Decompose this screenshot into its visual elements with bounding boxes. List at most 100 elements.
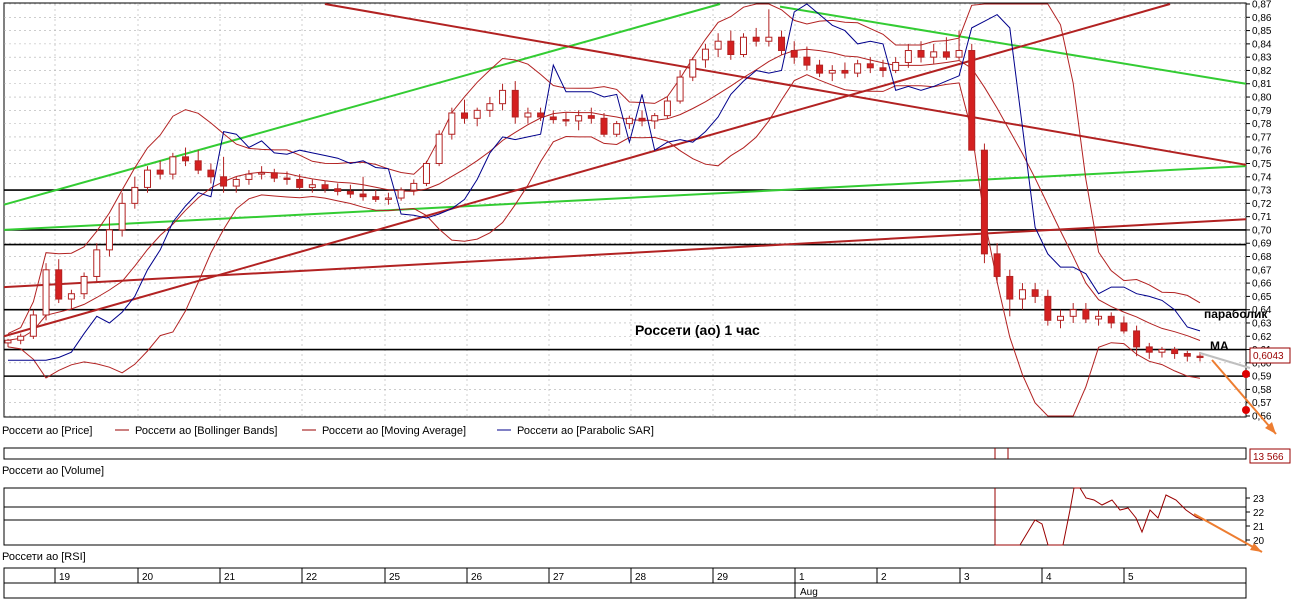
candle-up: [486, 103, 494, 111]
candle-down: [803, 56, 811, 66]
candle-down: [879, 67, 887, 71]
candle-down: [790, 50, 798, 58]
candle-down: [1171, 349, 1179, 355]
price-tick-label: 0,68: [1252, 252, 1272, 263]
candle-down: [1031, 289, 1039, 297]
candle-down: [1196, 355, 1204, 359]
ma-projection: [1199, 352, 1251, 369]
volume-value: 13 566: [1253, 452, 1284, 463]
candle-up: [397, 189, 405, 199]
candle-down: [866, 63, 874, 69]
candle-up: [1018, 289, 1026, 300]
volume-value-box: [1249, 448, 1291, 464]
candle-up: [105, 229, 113, 251]
price-tick-label: 0,73: [1252, 186, 1272, 197]
candle-down: [1044, 295, 1052, 321]
candle-down: [1133, 330, 1141, 348]
parabolic-annotation: параболик: [1204, 307, 1268, 321]
price-tick-label: 0,70: [1252, 225, 1272, 236]
candle-up: [625, 117, 633, 125]
bollinger-upper: [7, 3, 1201, 335]
price-panel: 0,87 0,86 0,85 0,84 0,83 0,82 0,81 0,80 0,79 0,78…: [3, 0, 1291, 435]
candle-up: [1095, 315, 1103, 320]
candle-down: [346, 190, 354, 195]
forecast-arrow: [1211, 359, 1277, 435]
price-tick-label: 0,66: [1252, 279, 1272, 290]
rsi-label: Россети ао [RSI]: [2, 551, 86, 563]
price-tick-label: 0,79: [1252, 106, 1272, 117]
price-tick-label: 0,59: [1252, 372, 1272, 383]
candle-up: [80, 275, 88, 295]
volume-label: Россети ао [Volume]: [2, 465, 104, 477]
rsi-panel: 23 22 21 20 Россети ао [RSI]: [2, 487, 1265, 563]
green-trendline: [3, 3, 721, 206]
rsi-forecast-arrow: [1193, 513, 1263, 553]
candle-down: [321, 184, 329, 190]
legend-item: Россети ао [Price]: [2, 425, 92, 437]
date-label: 22: [306, 572, 318, 583]
price-tick-label: 0,65: [1252, 292, 1272, 303]
candle-up: [828, 69, 836, 74]
date-label: 5: [1128, 572, 1134, 583]
candle-down: [372, 196, 380, 200]
candle-up: [663, 100, 671, 117]
price-tick-label: 0,67: [1252, 265, 1272, 276]
candlesticks: [4, 9, 1204, 362]
candle-up: [422, 162, 430, 184]
candle-up: [29, 314, 37, 337]
candle-up: [739, 36, 747, 56]
candle-up: [499, 89, 507, 105]
candle-down: [537, 112, 545, 118]
price-tick-label: 0,78: [1252, 119, 1272, 130]
candle-down: [270, 172, 278, 179]
date-label: 2: [881, 572, 887, 583]
candle-up: [930, 51, 938, 58]
candle-down: [549, 116, 557, 121]
candle-up: [955, 50, 963, 58]
candle-up: [232, 178, 240, 187]
candle-up: [613, 123, 621, 135]
trendlines: [3, 3, 1247, 338]
price-tick-label: 0,74: [1252, 172, 1272, 183]
red-trendline: [3, 218, 1247, 289]
candle-up: [118, 202, 126, 231]
candle-down: [1183, 353, 1191, 357]
legend-item: Россети ао [Bollinger Bands]: [135, 425, 277, 437]
price-tick-label: 0,77: [1252, 132, 1272, 143]
date-label: 3: [964, 572, 970, 583]
red-trendline: [3, 3, 1171, 338]
candle-up: [308, 184, 316, 188]
date-label: 28: [635, 572, 647, 583]
ma-annotation: МА: [1210, 339, 1229, 353]
candle-up: [473, 109, 481, 119]
candle-up: [854, 63, 862, 74]
candle-down: [562, 119, 570, 122]
rsi-line: [994, 487, 1205, 546]
date-label: 19: [59, 572, 71, 583]
candle-down: [511, 89, 519, 118]
candle-down: [334, 188, 342, 192]
candle-down: [461, 112, 469, 119]
candle-up: [131, 186, 139, 204]
price-tick-label: 0,64: [1252, 305, 1272, 316]
month-label: Aug: [800, 587, 818, 598]
date-label: 26: [471, 572, 483, 583]
price-tick-label: 0,75: [1252, 159, 1272, 170]
candle-up: [42, 269, 50, 316]
candle-down: [980, 149, 988, 255]
candle-down: [778, 36, 786, 52]
candle-up: [524, 112, 532, 118]
candle-up: [17, 335, 25, 341]
candle-down: [727, 40, 735, 56]
candle-up: [1057, 315, 1065, 321]
candle-down: [1120, 322, 1128, 332]
candle-down: [587, 115, 595, 119]
bollinger-lower: [7, 74, 1201, 417]
candle-down: [1107, 315, 1115, 324]
price-tick-label: 0,57: [1252, 398, 1272, 409]
rsi-axis: 23 22 21 20: [4, 494, 1265, 547]
alert-marker: [1242, 370, 1250, 378]
price-axis: 0,87 0,86 0,85 0,84 0,83 0,82 0,81 0,80 0,79 0,78…: [1246, 0, 1272, 423]
